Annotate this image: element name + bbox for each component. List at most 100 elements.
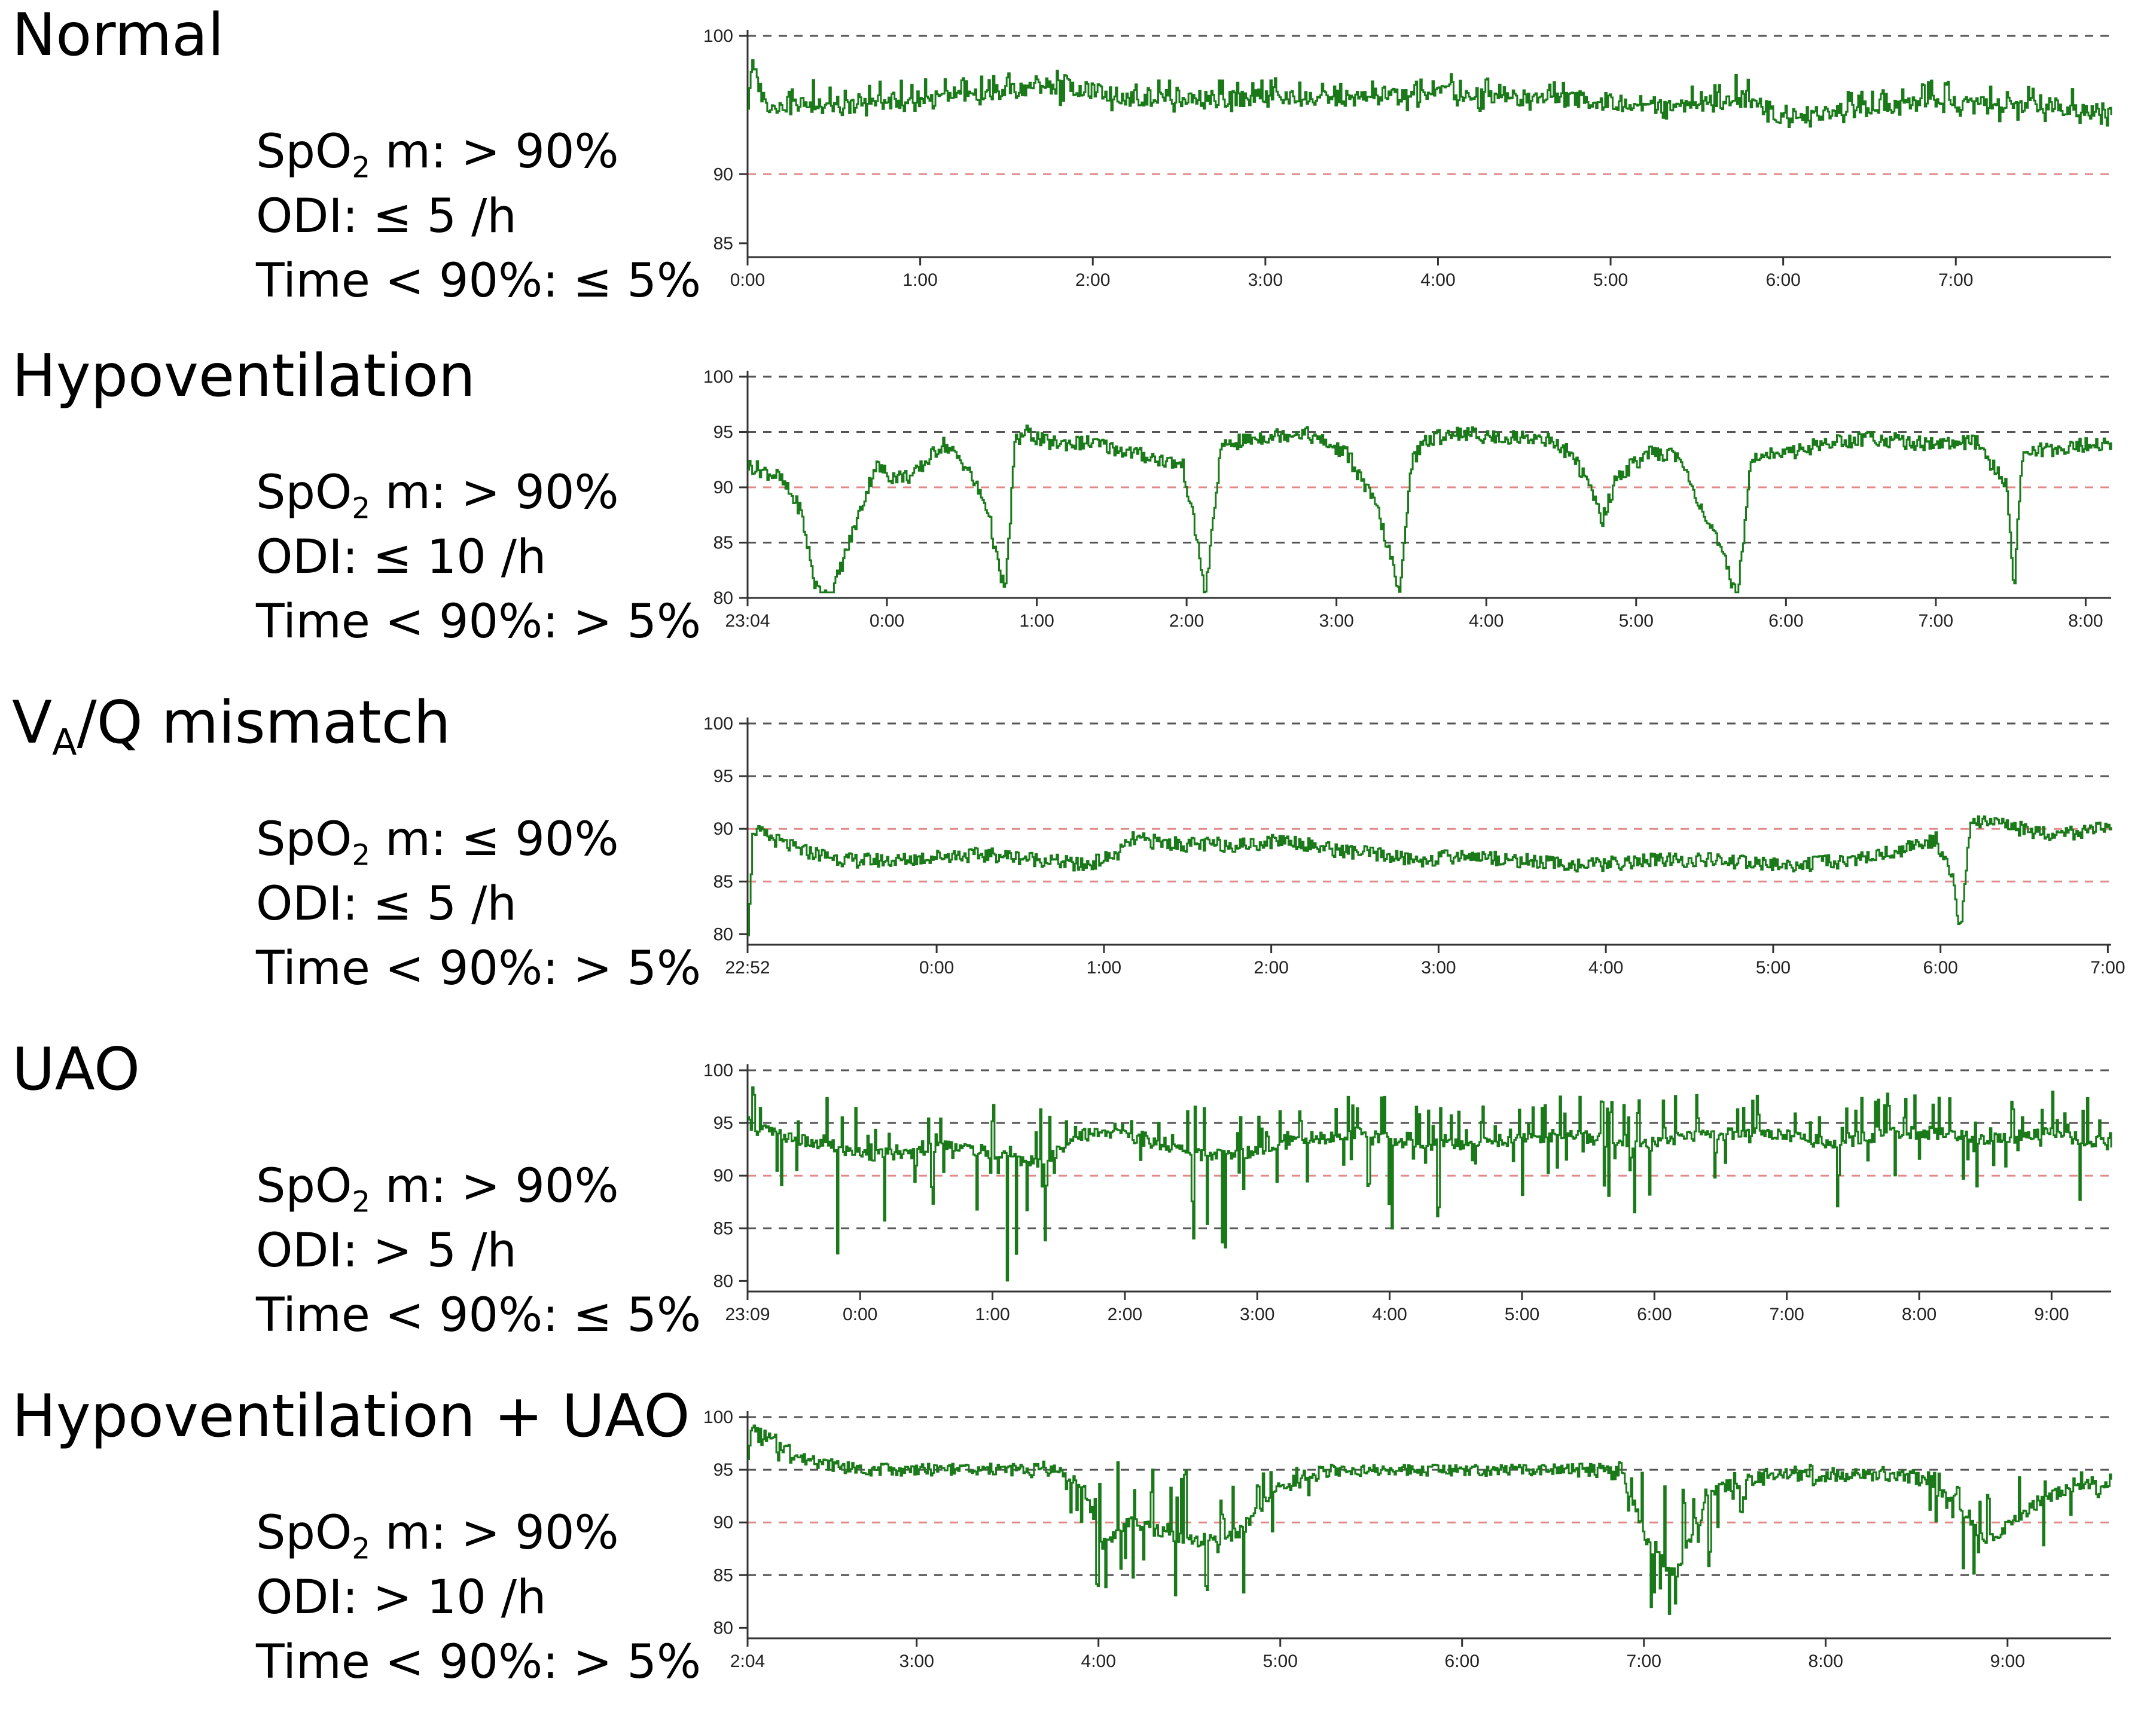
criteria-text: ODI: ≤ 5 /h: [256, 190, 517, 243]
x-tick-label: 6:00: [1765, 270, 1800, 290]
x-tick-label: 2:00: [1108, 1305, 1142, 1324]
criteria-line-3: Time < 90%: ≤ 5%: [256, 249, 701, 313]
criteria-line-3: Time < 90%: > 5%: [256, 936, 701, 1001]
criteria-text: Time < 90%: ≤ 5%: [256, 254, 702, 308]
criteria-line-2: ODI: ≤ 5 /h: [256, 184, 701, 249]
spo2-chart: 100 95 90 85 80 23:09 0:00 1:00 2:00 3:00 4:00 5:00…: [703, 1061, 2112, 1324]
x-tick-label: 4:00: [1469, 611, 1504, 631]
x-tick-label: 0:00: [730, 270, 765, 290]
x-tick-label: 6:00: [1445, 1651, 1480, 1671]
panel-title-rest: /Q mismatch: [77, 689, 451, 757]
x-tick-label: 9:00: [2034, 1305, 2069, 1324]
y-tick-label: 80: [713, 924, 733, 944]
x-tick-label: 3:00: [1421, 958, 1456, 978]
x-tick-label: 1:00: [975, 1305, 1010, 1324]
x-tick-label: 4:00: [1588, 958, 1623, 978]
spo2-series-line: [748, 59, 2112, 128]
criteria-subscript: 2: [352, 151, 371, 185]
criteria-text: SpO: [256, 466, 352, 520]
panel-2: Hypoventilation SpO2 m: > 90% ODI: ≤ 10 /h…: [0, 341, 2156, 688]
criteria-text-suffix: m: > 90%: [370, 125, 619, 179]
x-tick-label: 0:00: [843, 1305, 877, 1324]
y-tick-label: 100: [703, 1408, 733, 1427]
y-tick-label: 95: [713, 1113, 733, 1133]
criteria-subscript: 2: [352, 491, 371, 526]
criteria-text: SpO: [256, 125, 352, 179]
x-tick-label: 5:00: [1756, 958, 1791, 978]
y-tick-label: 100: [703, 367, 733, 387]
y-tick-label: 100: [703, 714, 733, 734]
y-tick-label: 100: [703, 1061, 733, 1080]
x-tick-label: 6:00: [1923, 958, 1957, 978]
x-tick-label: 22:52: [725, 958, 770, 978]
panel-title: Hypoventilation + UAO: [12, 1381, 690, 1452]
criteria-text: Time < 90%: ≤ 5%: [256, 1289, 702, 1342]
panel-title-subscript: A: [52, 722, 77, 764]
x-tick-label: 0:00: [919, 958, 954, 978]
y-tick-label: 90: [713, 1166, 733, 1186]
x-tick-label: 23:09: [725, 1305, 770, 1324]
x-tick-label: 2:00: [1169, 611, 1204, 631]
spo2-series-line: [748, 815, 2112, 936]
criteria-block: SpO2 m: > 90% ODI: > 10 /h Time < 90%: > 5…: [256, 1501, 701, 1695]
criteria-text: ODI: ≤ 10 /h: [256, 530, 547, 584]
criteria-text-suffix: m: > 90%: [370, 466, 619, 520]
criteria-line-3: Time < 90%: ≤ 5%: [256, 1283, 701, 1348]
criteria-line-1: SpO2 m: > 90%: [256, 1154, 701, 1219]
criteria-block: SpO2 m: > 90% ODI: ≤ 5 /h Time < 90%: ≤ 5%: [256, 120, 701, 313]
criteria-line-2: ODI: > 5 /h: [256, 1219, 701, 1283]
criteria-subscript: 2: [352, 1532, 371, 1566]
x-tick-label: 5:00: [1619, 611, 1654, 631]
y-tick-label: 80: [713, 1618, 733, 1638]
criteria-text-suffix: m: ≤ 90%: [370, 813, 619, 866]
y-tick-label: 85: [713, 533, 733, 553]
criteria-line-3: Time < 90%: > 5%: [256, 590, 701, 654]
x-tick-label: 2:00: [1254, 958, 1288, 978]
x-tick-label: 3:00: [1319, 611, 1353, 631]
panel-3: VA/Q mismatch SpO2 m: ≤ 90% ODI: ≤ 5 /h Tim…: [0, 688, 2156, 1034]
panel-title: Normal: [12, 0, 224, 71]
criteria-text: SpO: [256, 1506, 352, 1560]
spo2-chart: 100 95 90 85 80 22:52 0:00 1:00 2:00 3:00 4:00 5:00…: [703, 714, 2125, 978]
x-tick-label: 5:00: [1263, 1651, 1298, 1671]
y-tick-label: 90: [713, 819, 733, 839]
spo2-chart: 100 95 90 85 80 23:04 0:00 1:00 2:00 3:00 4:00 5:00…: [703, 367, 2112, 631]
panel-5: Hypoventilation + UAO SpO2 m: > 90% ODI: >…: [0, 1381, 2156, 1728]
criteria-block: SpO2 m: > 90% ODI: ≤ 10 /h Time < 90%: > 5…: [256, 460, 701, 654]
criteria-line-1: SpO2 m: ≤ 90%: [256, 807, 701, 872]
y-tick-label: 80: [713, 1271, 733, 1291]
criteria-line-1: SpO2 m: > 90%: [256, 460, 701, 525]
criteria-text: Time < 90%: > 5%: [256, 595, 702, 649]
x-tick-label: 1:00: [1087, 958, 1121, 978]
panel-title-text: Normal: [12, 1, 224, 69]
x-tick-label: 1:00: [902, 270, 937, 290]
spo2-series-line: [748, 1086, 2112, 1282]
criteria-text: Time < 90%: > 5%: [256, 942, 702, 996]
y-tick-label: 85: [713, 1565, 733, 1585]
criteria-text: ODI: > 10 /h: [256, 1571, 547, 1625]
panel-title: Hypoventilation: [12, 341, 475, 411]
x-tick-label: 9:00: [1990, 1651, 2025, 1671]
panel-title-text: Hypoventilation: [12, 342, 475, 410]
x-tick-label: 1:00: [1019, 611, 1054, 631]
panel-1: Normal SpO2 m: > 90% ODI: ≤ 5 /h Time < 90%…: [0, 0, 2156, 347]
criteria-text: SpO: [256, 813, 352, 866]
criteria-line-2: ODI: ≤ 10 /h: [256, 525, 701, 590]
y-tick-label: 90: [713, 164, 733, 184]
x-tick-label: 6:00: [1637, 1305, 1672, 1324]
x-tick-label: 4:00: [1372, 1305, 1407, 1324]
x-tick-label: 7:00: [1627, 1651, 1661, 1671]
y-tick-label: 95: [713, 1460, 733, 1480]
criteria-text-suffix: m: > 90%: [370, 1506, 619, 1560]
x-tick-label: 7:00: [1769, 1305, 1804, 1324]
y-tick-label: 85: [713, 1219, 733, 1238]
x-tick-label: 8:00: [1809, 1651, 1843, 1671]
x-tick-label: 0:00: [870, 611, 904, 631]
panel-title: VA/Q mismatch: [12, 688, 451, 761]
x-tick-label: 5:00: [1505, 1305, 1539, 1324]
x-tick-label: 8:00: [2068, 611, 2103, 631]
x-tick-label: 5:00: [1593, 270, 1628, 290]
criteria-text: ODI: ≤ 5 /h: [256, 877, 517, 931]
criteria-text: ODI: > 5 /h: [256, 1224, 517, 1278]
criteria-text: Time < 90%: > 5%: [256, 1635, 702, 1689]
